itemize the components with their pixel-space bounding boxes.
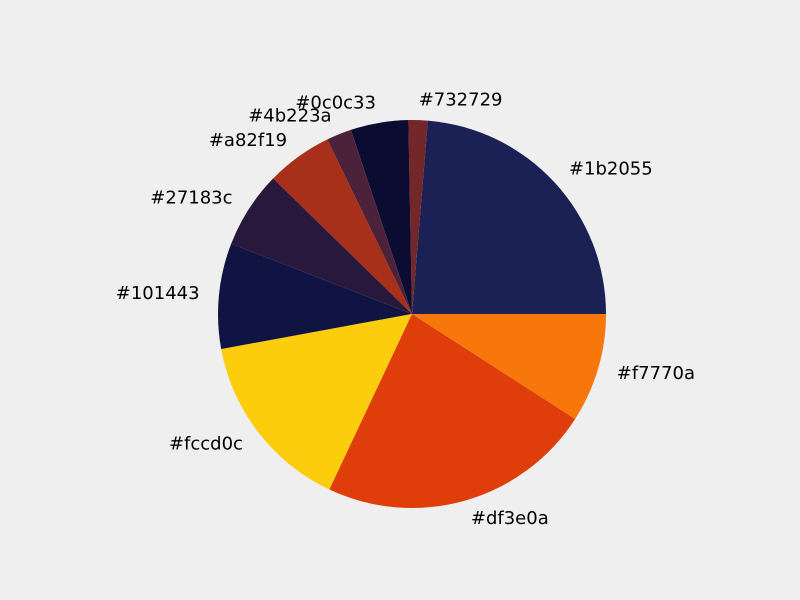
pie-slice [218,243,412,350]
pie-slice [350,120,412,314]
slice-label: #a82f19 [209,130,287,151]
slice-label: #fccd0c [169,433,243,454]
pie-slice [327,129,412,314]
pie-slice [221,314,412,490]
pie-slice [273,139,412,314]
slice-label: #0c0c33 [295,93,376,114]
slice-label: #df3e0a [471,508,549,529]
slice-label: #732729 [419,90,503,111]
pie-slice [329,314,576,509]
slice-label: #27183c [150,188,232,209]
labels-layer: #1b2055 #732729 #0c0c33#4b223a #a82f19 #2718… [116,90,695,529]
slice-label: #101443 [116,283,200,304]
pie-slice [412,120,606,315]
slice-label: #4b223a [248,105,331,126]
slice-label: #1b2055 [569,158,653,179]
pie-slice [412,314,606,419]
pie-slice [408,119,428,314]
pie-slice [231,178,412,314]
slices-layer [218,119,606,509]
slice-label: #f7770a [617,363,695,384]
